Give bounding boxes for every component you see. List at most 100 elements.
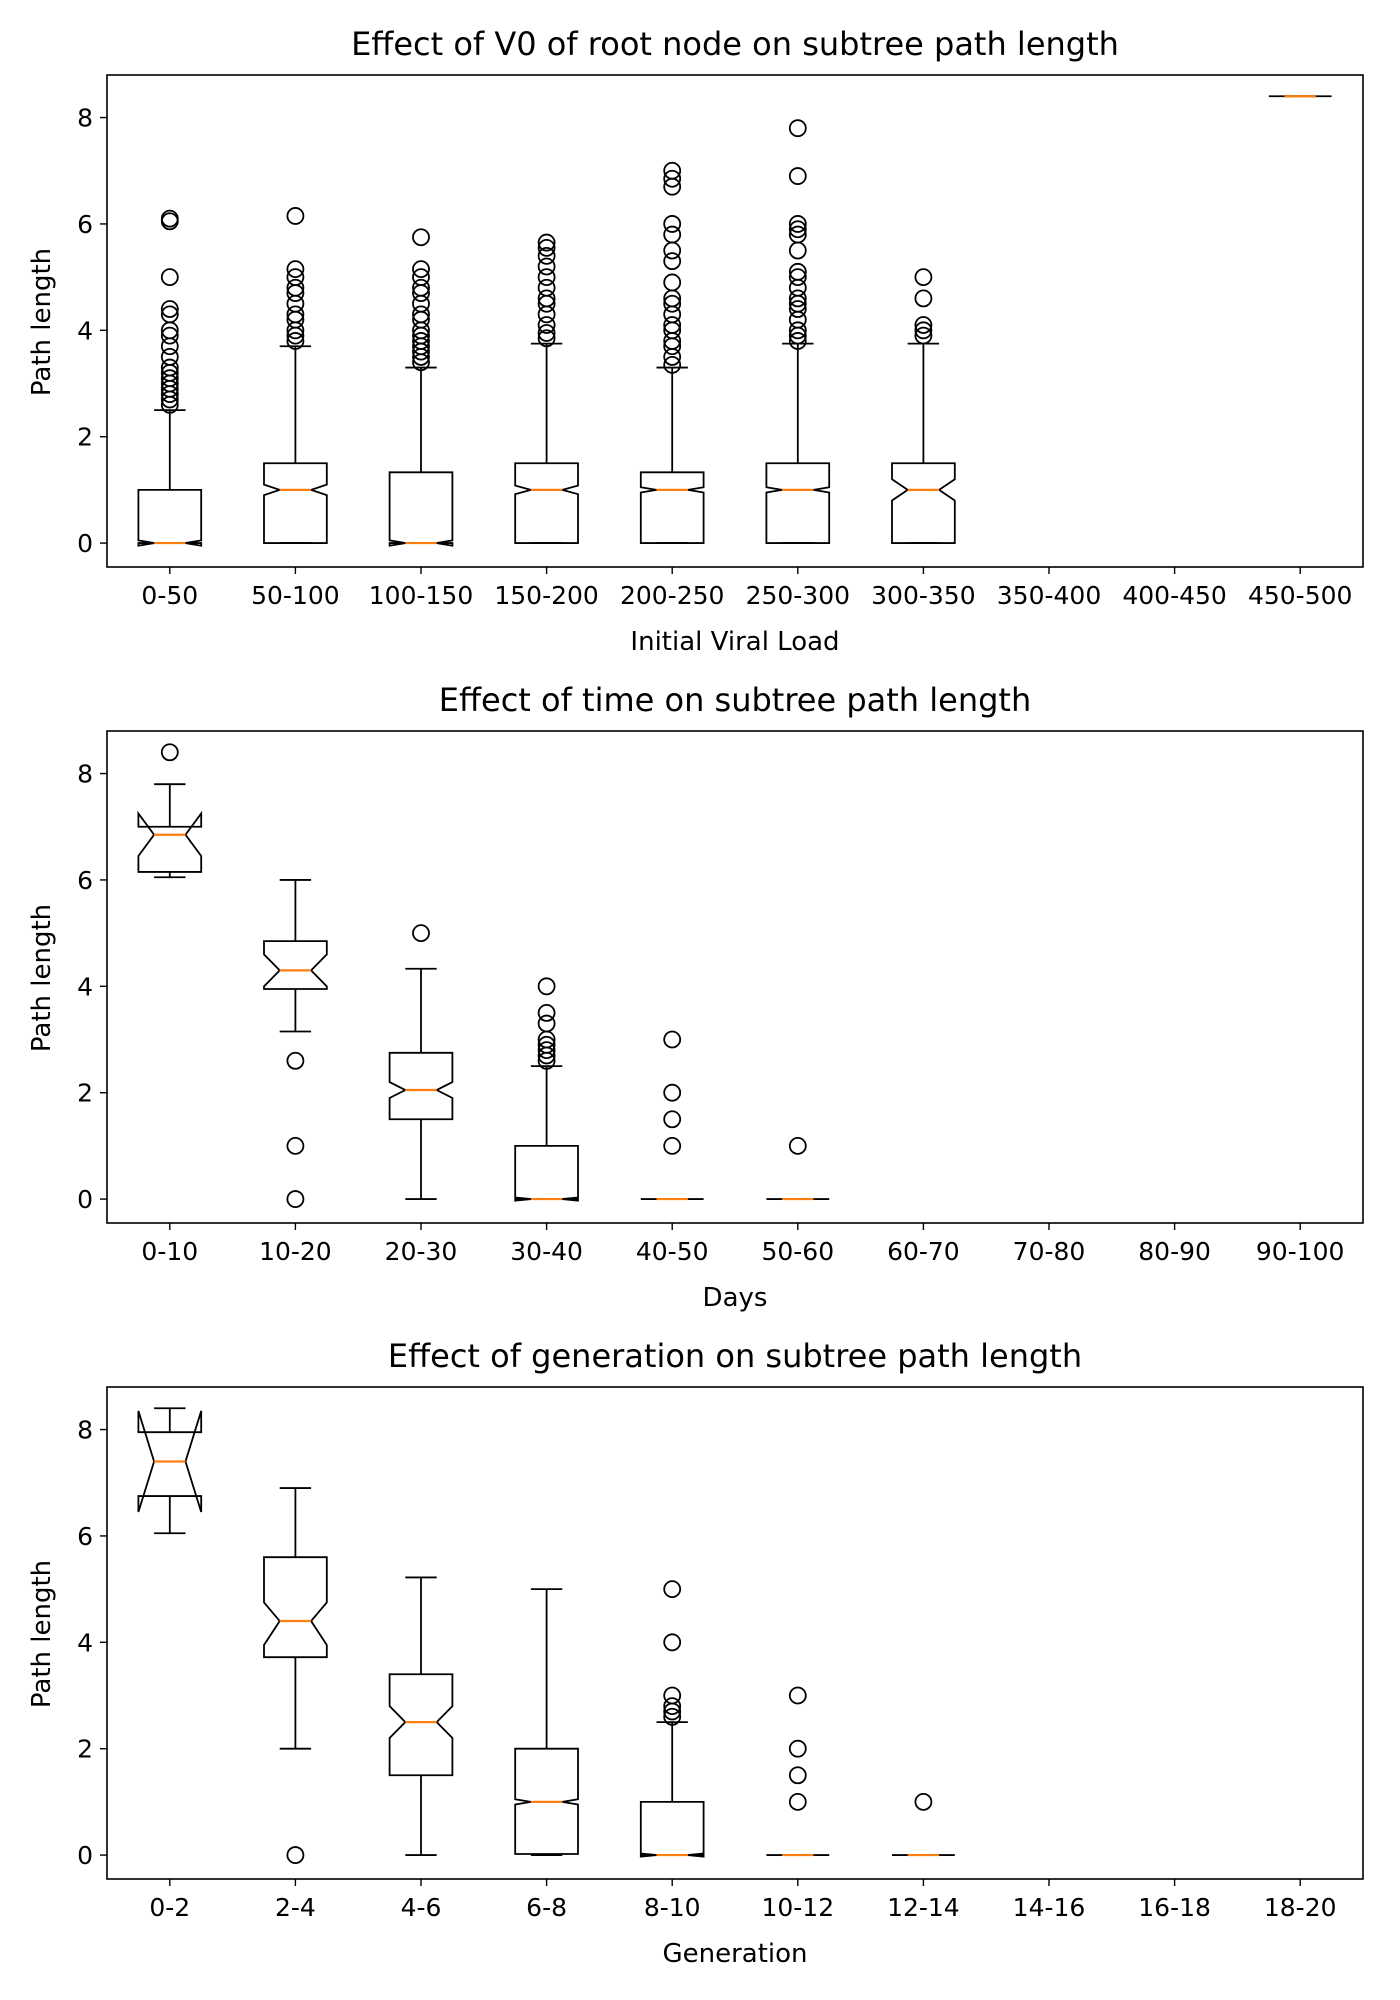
outlier-point bbox=[537, 329, 556, 348]
outlier-point bbox=[663, 161, 682, 180]
outlier-point bbox=[160, 326, 179, 345]
plot-area: 0 2 4 6 8 0-2 2-4 4-6 6-8 8-10 10-12 12-14 14-16 16-1… bbox=[77, 1386, 1364, 1922]
outlier-point bbox=[788, 1136, 807, 1155]
axes-frame bbox=[106, 74, 1364, 568]
outlier-point bbox=[160, 305, 179, 324]
outlier-point bbox=[537, 1041, 556, 1060]
box bbox=[388, 1051, 454, 1121]
y-tick-label: 8 bbox=[77, 760, 93, 789]
outlier-point bbox=[286, 207, 305, 225]
outlier-point bbox=[412, 228, 430, 247]
x-tick-label: 90-100 bbox=[1256, 1237, 1345, 1266]
x-tick-label: 40-50 bbox=[636, 1237, 709, 1266]
outlier-point bbox=[788, 332, 807, 350]
outlier-point bbox=[286, 260, 305, 279]
outlier-point bbox=[160, 209, 179, 228]
y-tick-label: 8 bbox=[77, 104, 93, 133]
box bbox=[137, 810, 203, 873]
outlier-point bbox=[537, 238, 556, 257]
outlier-point bbox=[788, 289, 807, 308]
outlier-point bbox=[788, 268, 807, 287]
outlier-point bbox=[663, 1030, 682, 1049]
outlier-point bbox=[537, 278, 556, 297]
x-axis-label: Days bbox=[703, 1283, 768, 1313]
x-tick-label: 30-40 bbox=[510, 1237, 583, 1266]
x-tick-label: 0-50 bbox=[141, 581, 198, 610]
outlier-point bbox=[788, 1686, 807, 1705]
outlier-point bbox=[663, 252, 682, 271]
outlier-point bbox=[286, 268, 305, 287]
plot-area: 0 2 4 6 8 0-50 50-100 100-150 150-200 200-250 250-… bbox=[77, 74, 1364, 610]
outlier-point bbox=[286, 1051, 305, 1070]
outlier-point bbox=[663, 355, 682, 374]
axes-frame bbox=[106, 730, 1364, 1224]
x-tick-label: 450-500 bbox=[1248, 581, 1352, 610]
outlier-point bbox=[663, 316, 682, 334]
outlier-point bbox=[537, 977, 556, 996]
x-tick-label: 250-300 bbox=[746, 581, 850, 610]
box bbox=[263, 1556, 328, 1659]
outlier-point bbox=[914, 316, 933, 334]
y-tick-label: 4 bbox=[77, 316, 93, 345]
outlier-point bbox=[788, 241, 807, 260]
y-axis-label: Path length bbox=[27, 248, 57, 396]
outlier-point bbox=[788, 215, 807, 233]
outlier-point bbox=[537, 324, 556, 342]
x-tick-label: 14-16 bbox=[1013, 1893, 1086, 1922]
chart-title: Effect of generation on subtree path len… bbox=[388, 1337, 1082, 1375]
x-tick-label: 2-4 bbox=[275, 1893, 316, 1922]
outlier-point bbox=[663, 1707, 682, 1726]
outlier-point bbox=[160, 358, 179, 377]
outlier-point bbox=[412, 260, 430, 279]
plot-area: 0 2 4 6 8 0-10 10-20 20-30 30-40 40-50 50-60 60-70 7… bbox=[77, 730, 1364, 1266]
y-tick-label: 6 bbox=[77, 866, 93, 895]
y-tick-label: 6 bbox=[77, 210, 93, 239]
outlier-point bbox=[537, 289, 556, 308]
outlier-point bbox=[914, 1792, 933, 1811]
outlier-point bbox=[788, 321, 807, 340]
outlier-point bbox=[788, 1766, 807, 1785]
x-tick-label: 6-8 bbox=[526, 1893, 567, 1922]
outlier-point bbox=[663, 1580, 682, 1599]
x-tick-label: 100-150 bbox=[369, 581, 473, 610]
box bbox=[137, 488, 203, 547]
outlier-point bbox=[160, 743, 179, 762]
x-tick-label: 200-250 bbox=[620, 581, 724, 610]
outlier-point bbox=[788, 262, 807, 281]
box bbox=[514, 1747, 579, 1855]
y-axis-label: Path length bbox=[27, 904, 57, 1052]
x-tick-label: 4-6 bbox=[401, 1893, 442, 1922]
outlier-point bbox=[537, 1035, 556, 1054]
y-tick-label: 4 bbox=[77, 1628, 93, 1657]
panel-generation: Effect of generation on subtree path len… bbox=[27, 1337, 1364, 1969]
outlier-point bbox=[412, 278, 430, 297]
outlier-point bbox=[663, 215, 682, 233]
outlier-point bbox=[160, 268, 179, 287]
outlier-point bbox=[286, 305, 305, 324]
outlier-point bbox=[663, 169, 682, 188]
y-tick-label: 2 bbox=[77, 1735, 93, 1764]
y-tick-label: 2 bbox=[77, 1079, 93, 1108]
outlier-point bbox=[914, 268, 933, 287]
outlier-point bbox=[537, 268, 556, 287]
box bbox=[765, 462, 831, 544]
outlier-point bbox=[160, 369, 179, 388]
outlier-point bbox=[160, 348, 179, 366]
outlier-point bbox=[412, 332, 430, 350]
outlier-point bbox=[537, 257, 556, 276]
outlier-point bbox=[663, 241, 682, 260]
box bbox=[891, 462, 956, 544]
x-tick-label: 350-400 bbox=[997, 581, 1101, 610]
outlier-point bbox=[663, 1633, 682, 1652]
y-tick-label: 0 bbox=[77, 1841, 93, 1870]
outlier-point bbox=[537, 316, 556, 334]
y-tick-label: 0 bbox=[77, 1185, 93, 1214]
y-tick-label: 4 bbox=[77, 972, 93, 1001]
y-tick-label: 0 bbox=[77, 529, 93, 558]
y-axis-label: Path length bbox=[27, 1560, 57, 1708]
outlier-point bbox=[160, 300, 179, 318]
axes-frame bbox=[106, 1386, 1364, 1880]
x-tick-label: 150-200 bbox=[494, 581, 598, 610]
x-tick-label: 70-80 bbox=[1013, 1237, 1086, 1266]
outlier-point bbox=[663, 1697, 682, 1716]
